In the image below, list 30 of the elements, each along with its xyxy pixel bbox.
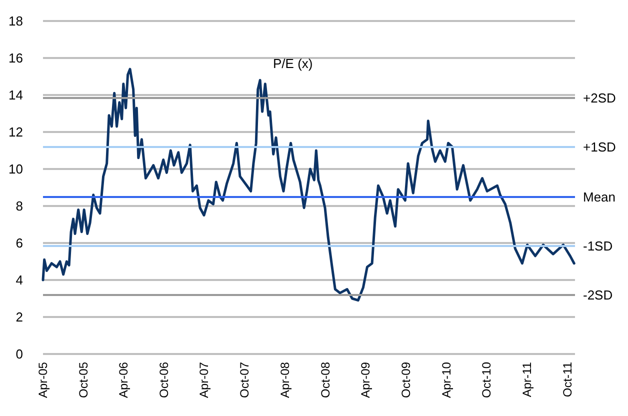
- x-tick-label: Oct-10: [480, 362, 494, 398]
- x-tick-label: Oct-07: [238, 362, 252, 398]
- x-tick-label: Oct-06: [157, 362, 172, 398]
- y-tick-label: 14: [8, 88, 23, 102]
- x-tick-label: Apr-09: [358, 362, 373, 398]
- y-tick-label: 6: [16, 236, 23, 250]
- x-tick-label: Apr-08: [278, 362, 292, 398]
- ref-line-label: +2SD: [583, 90, 616, 106]
- x-tick-label: Apr-11: [520, 362, 534, 398]
- ref-line-label: Mean: [583, 189, 616, 204]
- y-tick-label: 0: [16, 346, 23, 362]
- y-tick-label: 2: [16, 310, 23, 324]
- y-tick-label: 8: [16, 198, 23, 214]
- ref-line-label: -2SD: [583, 287, 613, 302]
- x-tick-label: Apr-05: [36, 362, 50, 398]
- text: P/E (x): [273, 56, 313, 71]
- ref-line-label: +1SD: [583, 139, 616, 154]
- x-tick-label: Oct-09: [399, 362, 414, 398]
- y-tick-label: 18: [8, 14, 23, 28]
- ref-line-label: -1SD: [583, 238, 613, 254]
- y-tick-label: 10: [8, 162, 23, 176]
- y-tick-label: 12: [8, 124, 23, 140]
- x-tick-label: Oct-08: [318, 362, 332, 398]
- x-tick-label: Oct-11: [560, 362, 574, 398]
- y-tick-label: 4: [16, 272, 23, 288]
- y-tick-label: 16: [8, 50, 23, 66]
- x-tick-label: Apr-10: [439, 362, 454, 398]
- x-tick-label: Apr-07: [197, 362, 212, 398]
- x-tick-label: Oct-05: [76, 362, 90, 398]
- x-tick-label: Apr-06: [116, 362, 131, 398]
